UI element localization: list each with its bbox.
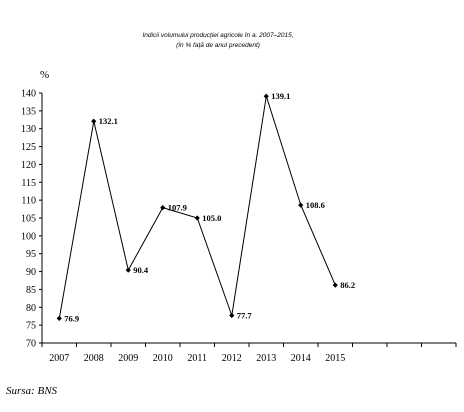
data-point-marker (194, 215, 200, 221)
y-axis-ticks: 70 75 80 85 90 95 100 105 110 115 120 125 130 135 140 (21, 89, 42, 350)
data-label: 139.1 (271, 91, 290, 101)
data-point-marker (332, 282, 338, 288)
y-tick-label: 90 (26, 267, 36, 278)
y-tick-label: 95 (26, 249, 36, 260)
data-label: 105.0 (202, 213, 221, 223)
x-tick-label: 2011 (187, 353, 207, 364)
x-axis-ticks: 2007 2008 2009 2010 2011 2012 2013 2014 2015 (41, 343, 457, 364)
y-tick-label: 125 (21, 142, 36, 153)
data-point-marker (263, 93, 269, 99)
x-tick-label: 2012 (222, 353, 242, 364)
y-tick-label: 130 (21, 124, 36, 135)
data-point-marker (91, 118, 97, 124)
y-tick-label: 105 (21, 214, 36, 225)
y-axis-unit-label: % (40, 69, 49, 81)
chart-title: Indicii volumului producției agricole în… (142, 32, 293, 39)
y-tick-label: 85 (26, 285, 36, 296)
y-tick-label: 75 (26, 321, 36, 332)
x-tick-label: 2010 (153, 353, 173, 364)
x-tick-label: 2009 (118, 353, 138, 364)
data-label: 76.9 (64, 313, 79, 323)
y-tick-label: 135 (21, 106, 36, 117)
data-markers (56, 93, 338, 321)
data-label: 77.7 (237, 311, 253, 321)
y-tick-label: 120 (21, 160, 36, 171)
data-point-marker (160, 205, 166, 211)
source-note: Sursa: BNS (6, 385, 58, 397)
y-tick-label: 110 (21, 196, 36, 207)
data-labels: 76.9 132.1 90.4 107.9 105.0 77.7 139.1 108.6 86.… (64, 91, 355, 323)
x-tick-label: 2007 (49, 353, 69, 364)
data-label: 108.6 (306, 200, 325, 210)
data-label: 90.4 (133, 265, 149, 275)
y-tick-label: 70 (26, 339, 36, 350)
x-tick-label: 2013 (256, 353, 276, 364)
y-tick-label: 115 (21, 178, 36, 189)
data-label: 86.2 (340, 280, 355, 290)
data-label: 107.9 (168, 203, 187, 213)
data-label: 132.1 (99, 116, 118, 126)
axes (41, 93, 456, 344)
x-tick-label: 2014 (291, 353, 311, 364)
data-point-marker (125, 267, 131, 273)
series-line (58, 96, 336, 319)
y-tick-label: 80 (26, 303, 36, 314)
data-point-marker (56, 315, 62, 321)
chart-subtitle: (în % față de anul precedent) (176, 42, 260, 49)
y-tick-label: 140 (21, 89, 36, 100)
data-point-marker (229, 312, 235, 319)
data-point-marker (298, 202, 304, 208)
x-tick-label: 2015 (325, 353, 345, 364)
y-tick-label: 100 (21, 231, 36, 242)
x-tick-label: 2008 (84, 353, 104, 364)
